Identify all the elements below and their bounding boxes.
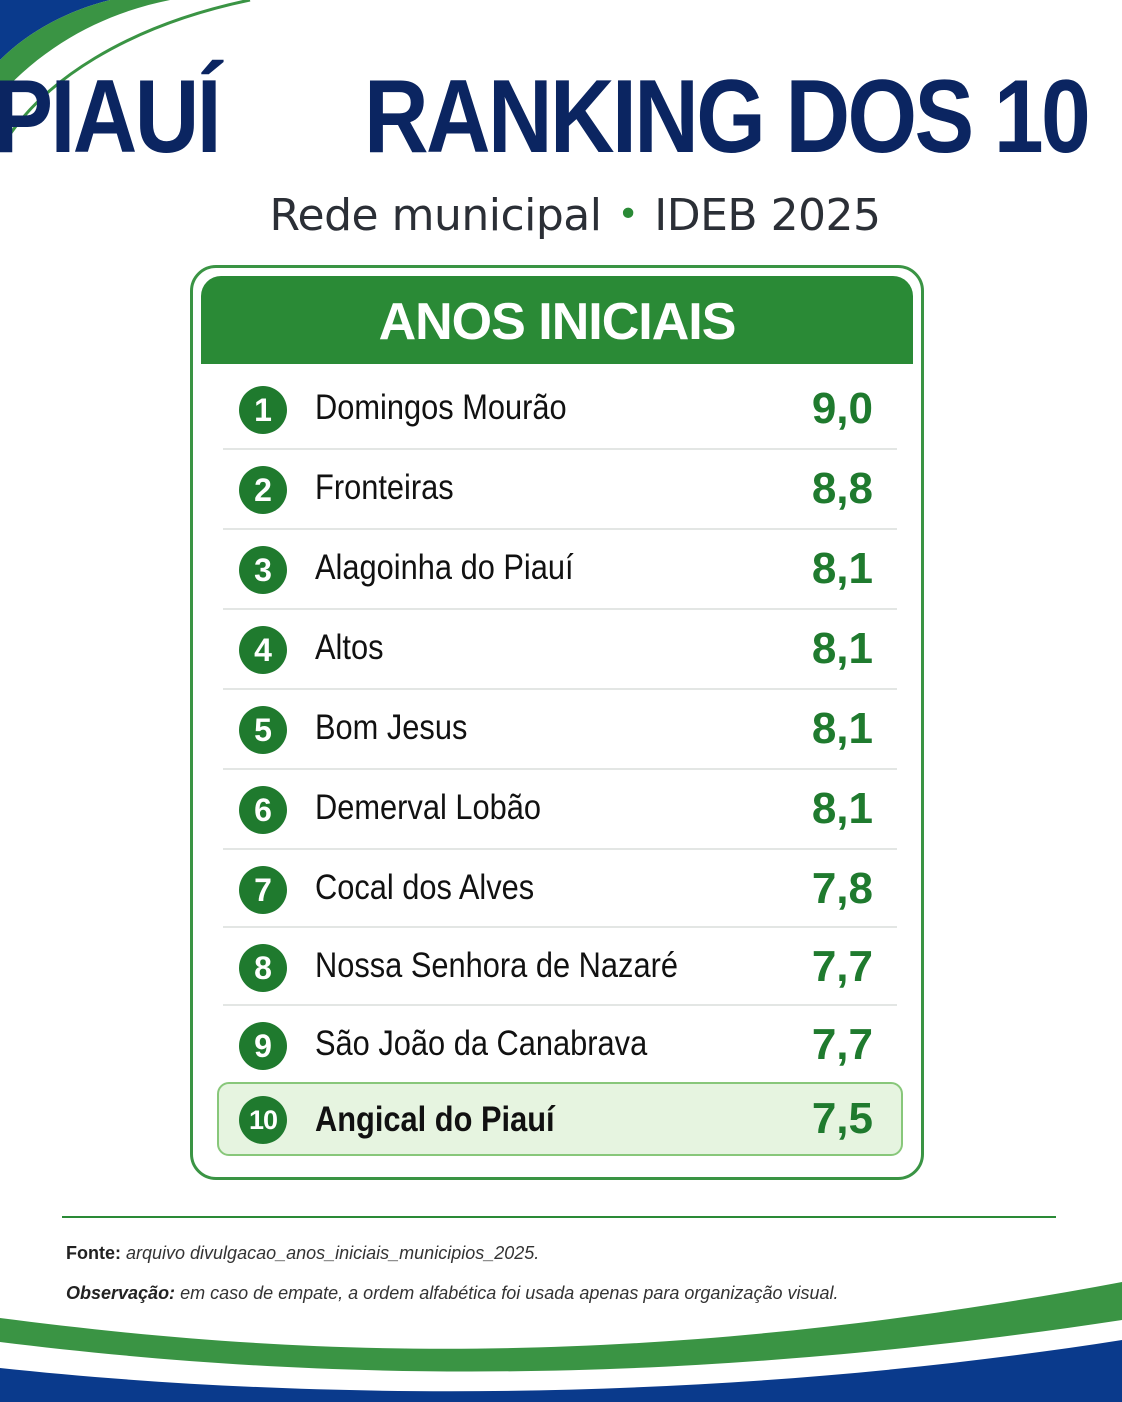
ideb-score: 8,1 [811,704,873,753]
municipality-name: São João da Canabrava [315,1024,648,1063]
subtitle: Rede municipal • IDEB 2025 [0,190,1122,241]
rank-badge: 1 [239,386,287,434]
ideb-score: 8,8 [811,464,873,513]
ranking-row: 1 Domingos Mourão 9,0 [223,370,897,450]
rank-badge: 8 [239,944,287,992]
source-text: arquivo divulgacao_anos_iniciais_municip… [126,1243,540,1263]
ideb-score: 8,1 [811,624,873,673]
ranking-row: 3 Alagoinha do Piauí 8,1 [223,530,897,610]
rank-badge: 10 [239,1096,287,1144]
subtitle-network: Rede municipal [269,190,602,241]
highlight-box: 10 Angical do Piauí 7,5 [217,1082,903,1156]
municipality-name: Angical do Piauí [315,1100,555,1139]
page-title: PIAUÍ RANKING DOS 10 [0,52,1122,182]
observation-note: Observação: em caso de empate, a ordem a… [66,1283,838,1304]
municipality-name: Bom Jesus [315,708,468,747]
observation-label: Observação: [66,1283,176,1303]
municipality-name: Demerval Lobão [315,788,541,827]
ranking-row: 2 Fronteiras 8,8 [223,450,897,530]
ranking-row: 9 São João da Canabrava 7,7 [223,1006,897,1082]
ranking-list: 1 Domingos Mourão 9,0 2 Fronteiras 8,8 3… [217,370,903,1160]
top-left-swoosh-decoration [0,0,251,151]
title-state: PIAUÍ [0,58,221,175]
ranking-card: ANOS INICIAIS 1 Domingos Mourão 9,0 2 Fr… [190,265,924,1180]
ranking-row: 5 Bom Jesus 8,1 [223,690,897,770]
ranking-row: 6 Demerval Lobão 8,1 [223,770,897,850]
ideb-score: 8,1 [811,544,873,593]
ranking-row: 8 Nossa Senhora de Nazaré 7,7 [223,928,897,1006]
rank-badge: 5 [239,706,287,754]
ranking-row: 7 Cocal dos Alves 7,8 [223,850,897,928]
ideb-score: 7,5 [811,1094,873,1143]
municipality-name: Domingos Mourão [315,388,567,427]
rank-badge: 4 [239,626,287,674]
municipality-name: Nossa Senhora de Nazaré [315,946,678,985]
subtitle-index: IDEB 2025 [654,190,881,241]
rank-badge: 9 [239,1022,287,1070]
municipality-name: Fronteiras [315,468,454,507]
municipality-name: Cocal dos Alves [315,868,535,907]
rank-badge: 3 [239,546,287,594]
ideb-score: 7,7 [811,1020,873,1069]
subtitle-bullet: • [617,194,639,235]
municipality-name: Alagoinha do Piauí [315,548,574,587]
title-ranking: RANKING DOS 10 [364,58,1091,175]
ideb-score: 7,8 [811,864,873,913]
ideb-score: 7,7 [811,942,873,991]
rank-badge: 7 [239,866,287,914]
observation-text: em caso de empate, a ordem alfabética fo… [180,1283,839,1303]
source-label: Fonte: [66,1243,121,1263]
bottom-wave-decoration [0,1282,1122,1402]
ranking-card-heading: ANOS INICIAIS [201,276,913,364]
ideb-score: 8,1 [811,784,873,833]
footer-divider [62,1216,1056,1218]
municipality-name: Altos [315,628,384,667]
ranking-row-highlighted: 10 Angical do Piauí 7,5 [217,1082,903,1160]
ideb-score: 9,0 [811,384,873,433]
rank-badge: 6 [239,786,287,834]
rank-badge: 2 [239,466,287,514]
ranking-row: 4 Altos 8,1 [223,610,897,690]
source-note: Fonte: arquivo divulgacao_anos_iniciais_… [66,1243,539,1264]
